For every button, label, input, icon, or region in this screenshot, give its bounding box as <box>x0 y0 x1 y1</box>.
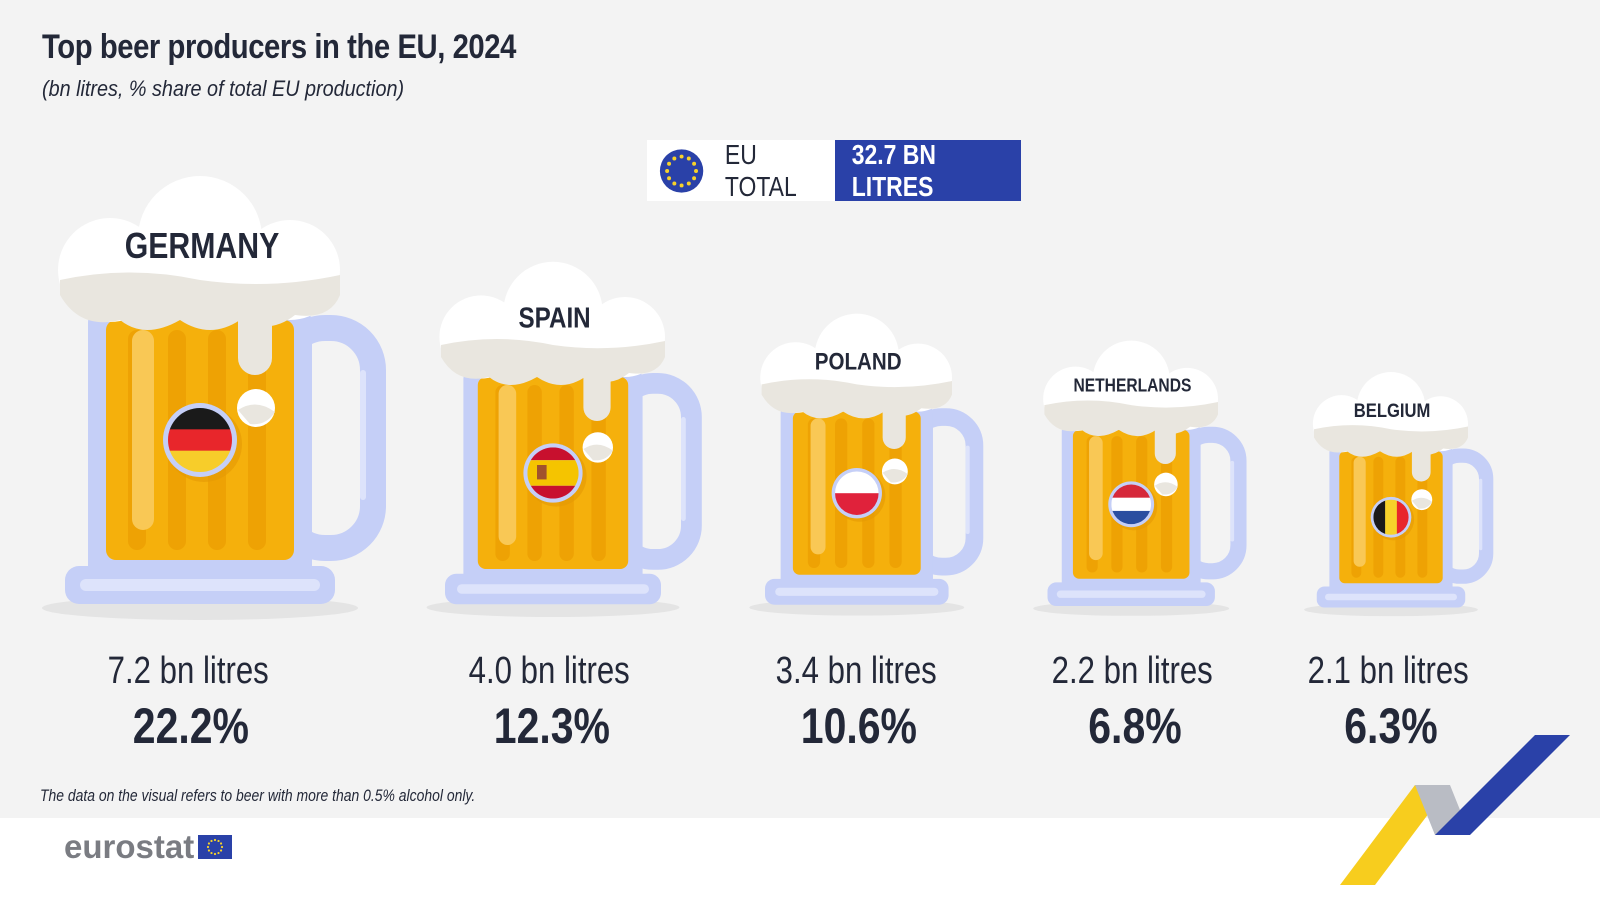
litres-value: 2.2 bn litres <box>1051 650 1213 692</box>
flag-icon <box>835 471 879 515</box>
eu-total-value: 32.7 BN LITRES <box>851 138 936 202</box>
eu-total-badge: EU TOTAL 32.7 BN LITRES <box>647 138 1021 202</box>
country-label: BELGIUM <box>1354 399 1431 422</box>
eu-flag-icon <box>659 148 704 193</box>
footnote: The data on the visual refers to beer wi… <box>40 786 476 805</box>
litres-value: 7.2 bn litres <box>107 650 269 692</box>
share-value: 6.3% <box>1344 698 1438 754</box>
country-label: SPAIN <box>519 301 591 333</box>
litres-value: 4.0 bn litres <box>468 650 630 692</box>
decorative-chevron <box>1340 735 1570 885</box>
share-value: 10.6% <box>800 698 918 754</box>
flag-icon <box>1373 499 1409 535</box>
flag-icon <box>1111 484 1152 525</box>
page-title: Top beer producers in the EU, 2024 <box>42 28 516 66</box>
country-label: POLAND <box>815 348 902 375</box>
beer-mug-netherlands: NETHERLANDS <box>1032 337 1249 619</box>
share-value: 6.8% <box>1088 698 1182 754</box>
eurostat-logo: eurostat <box>64 828 233 866</box>
country-label: NETHERLANDS <box>1073 374 1191 396</box>
beer-mug-germany: GERMANY <box>40 170 390 625</box>
share-value: 12.3% <box>493 698 611 754</box>
litres-value: 3.4 bn litres <box>775 650 937 692</box>
footer <box>0 818 1600 900</box>
share-value: 22.2% <box>132 698 250 754</box>
flag-icon <box>168 408 232 472</box>
flag-icon <box>527 447 579 499</box>
eu-flag-icon <box>198 835 233 859</box>
beer-mug-belgium: BELGIUM <box>1303 369 1496 619</box>
beer-mug-poland: POLAND <box>748 310 986 619</box>
page-subtitle: (bn litres, % share of total EU producti… <box>42 76 405 101</box>
litres-value: 2.1 bn litres <box>1307 650 1469 692</box>
eu-total-label: EU TOTAL <box>725 138 797 202</box>
logo-text: eurostat <box>64 828 195 865</box>
beer-mug-spain: SPAIN <box>425 257 705 621</box>
country-label: GERMANY <box>125 227 280 267</box>
